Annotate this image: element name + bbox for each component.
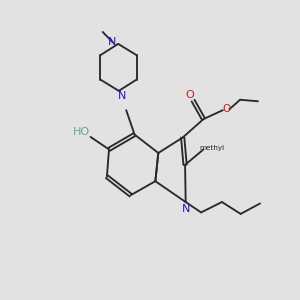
Text: HO: HO <box>73 127 90 136</box>
Text: N: N <box>118 91 127 101</box>
Text: O: O <box>186 90 194 100</box>
Text: O: O <box>222 104 230 114</box>
Text: N: N <box>182 204 191 214</box>
Text: methyl: methyl <box>200 145 225 151</box>
Text: N: N <box>107 37 116 46</box>
